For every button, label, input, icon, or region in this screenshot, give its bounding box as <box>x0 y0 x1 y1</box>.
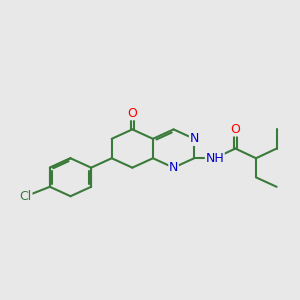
Text: O: O <box>128 107 137 120</box>
Text: O: O <box>230 123 240 136</box>
Text: Cl: Cl <box>20 190 32 203</box>
Text: NH: NH <box>206 152 224 165</box>
Text: N: N <box>190 132 199 145</box>
Text: N: N <box>169 161 178 174</box>
